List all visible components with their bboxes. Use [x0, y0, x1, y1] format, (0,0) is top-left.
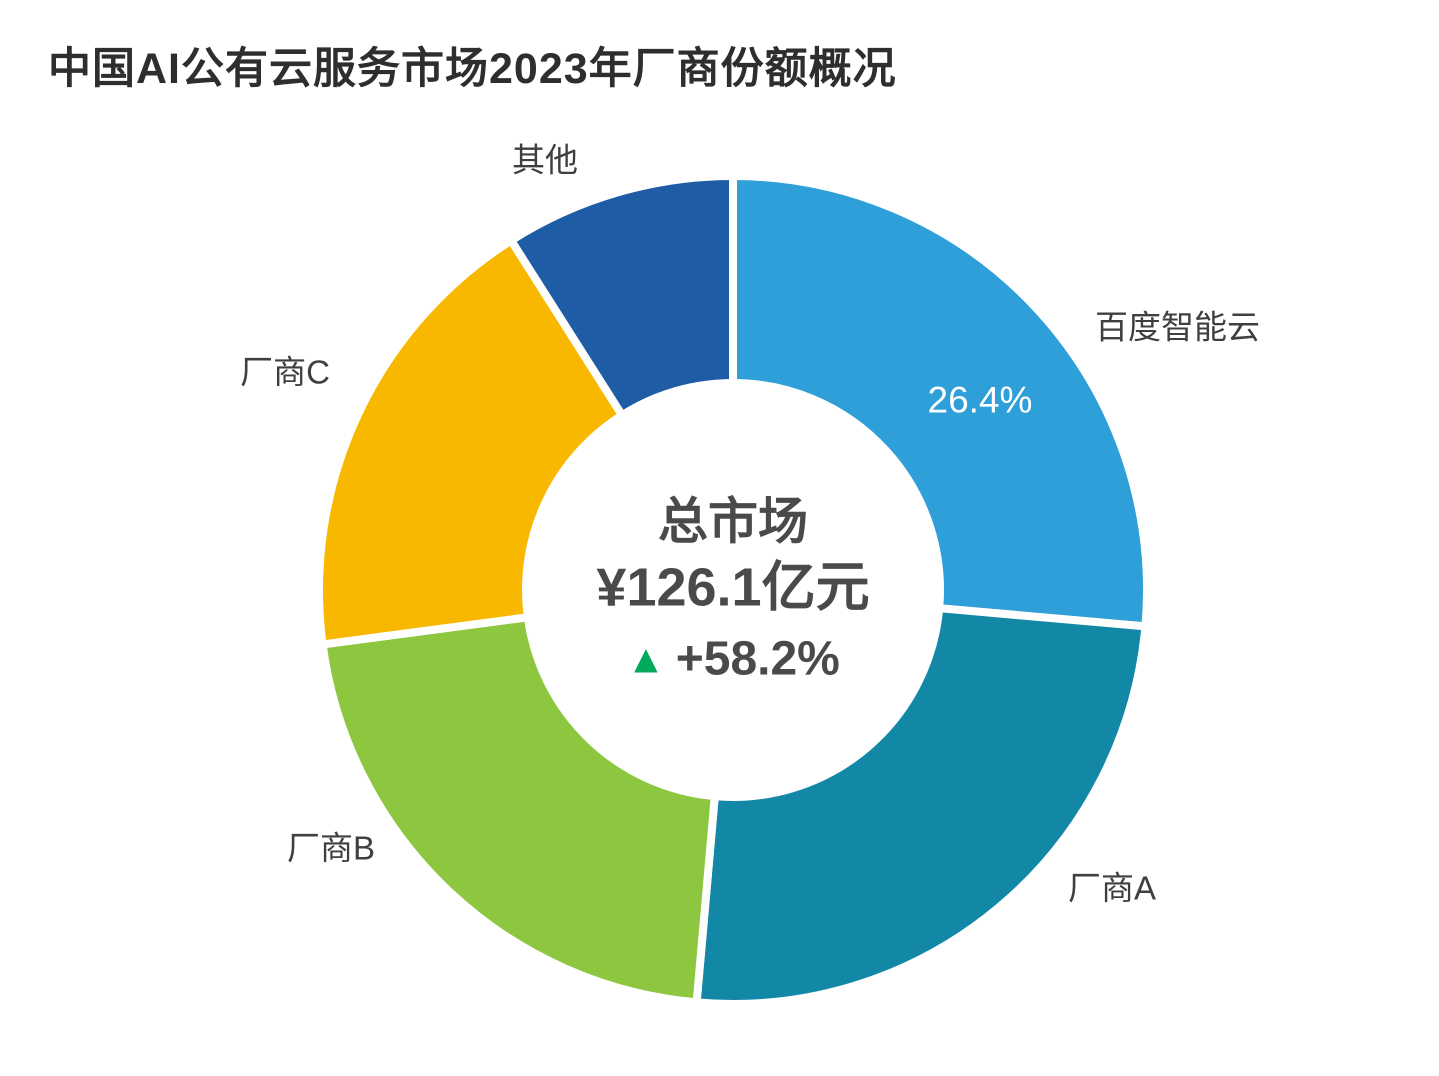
segment-label: 百度智能云 — [1095, 309, 1260, 346]
donut-segment-1 — [692, 604, 1150, 1008]
segment-label: 其他 — [512, 142, 578, 179]
segment-label: 厂商A — [1068, 870, 1156, 907]
chart-title: 中国AI公有云服务市场2023年厂商份额概况 — [48, 45, 897, 93]
segment-label: 厂商B — [287, 830, 375, 867]
donut-segment-0 — [729, 172, 1151, 631]
donut-segment-4 — [507, 172, 737, 420]
donut-segment-3 — [315, 236, 627, 649]
segment-value-label: 26.4% — [928, 380, 1033, 421]
donut-segment-2 — [318, 613, 719, 1007]
segment-label: 厂商C — [240, 354, 330, 391]
